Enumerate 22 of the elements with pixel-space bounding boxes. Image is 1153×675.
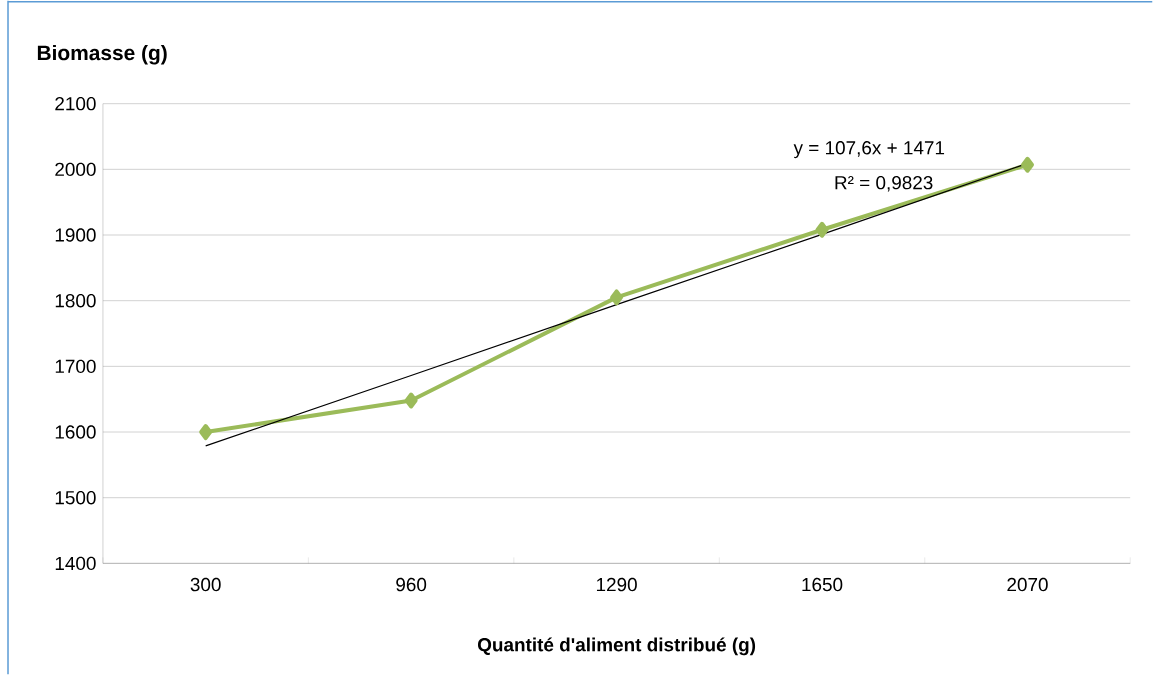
annotation: R² = 0,9823 <box>835 175 933 192</box>
x-tick-label: 960 <box>396 577 427 592</box>
point <box>815 221 829 238</box>
y-tick-label: 1800 <box>55 293 96 308</box>
point <box>199 424 213 441</box>
y-tick-label: 2000 <box>55 162 96 177</box>
point <box>1020 156 1034 173</box>
x-axis-title: Quantité d'aliment distribué (g) <box>477 637 756 656</box>
x-tick-label: 1650 <box>802 577 843 592</box>
y-tick-label: 2100 <box>55 96 96 111</box>
x-tick-label: 2070 <box>1007 577 1048 592</box>
point <box>404 392 418 409</box>
y-tick-label: 1600 <box>55 425 96 439</box>
x-tick-label: 300 <box>190 577 221 592</box>
y-tick-label: 1400 <box>55 556 96 571</box>
y-tick-label: 1500 <box>55 490 96 505</box>
annotation: y = 107,6x + 1471 <box>793 141 945 159</box>
y-axis-title: Biomasse (g) <box>37 44 167 65</box>
point <box>610 289 624 306</box>
y-tick-label: 1900 <box>55 228 96 242</box>
x-tick-label: 1290 <box>596 577 637 592</box>
y-tick-label: 1700 <box>55 359 96 374</box>
